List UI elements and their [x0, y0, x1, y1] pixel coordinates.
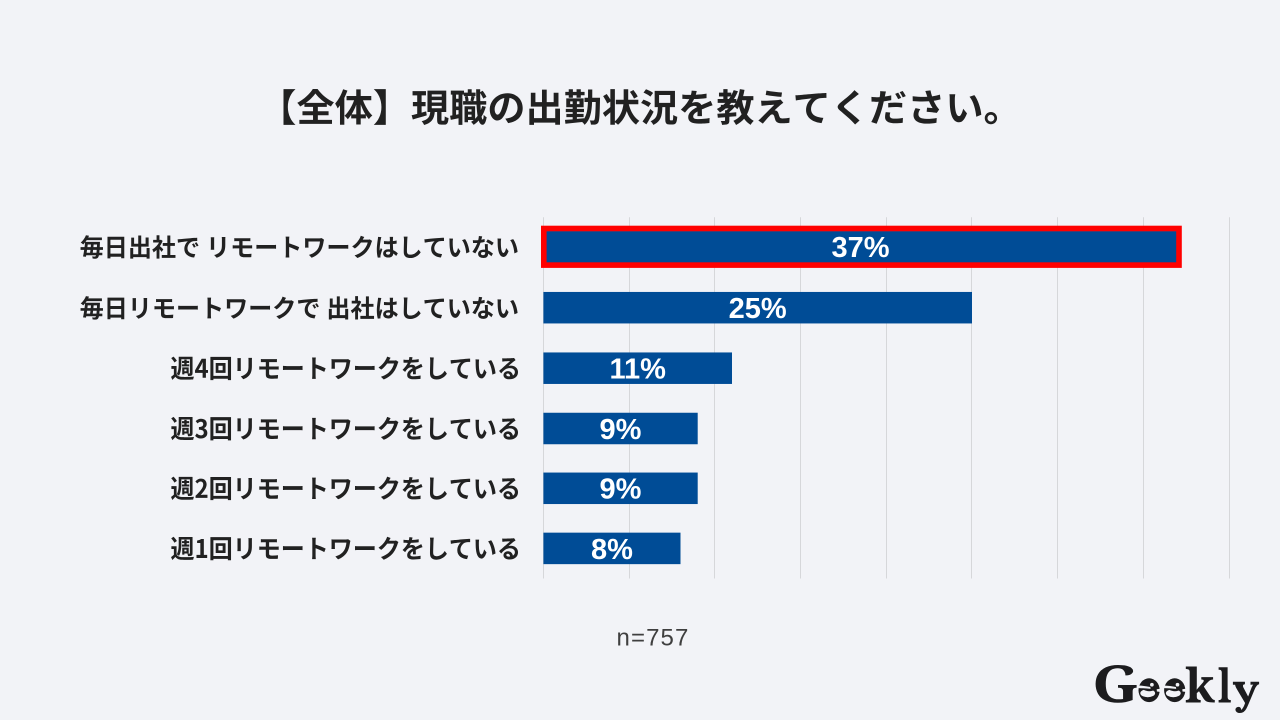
svg-text:9%: 9%	[600, 474, 642, 506]
svg-text:n=757: n=757	[617, 624, 690, 651]
svg-text:11%: 11%	[609, 354, 666, 386]
svg-text:25%: 25%	[729, 293, 787, 325]
svg-text:9%: 9%	[600, 414, 642, 446]
svg-text:37%: 37%	[831, 232, 889, 264]
svg-text:8%: 8%	[591, 534, 633, 566]
